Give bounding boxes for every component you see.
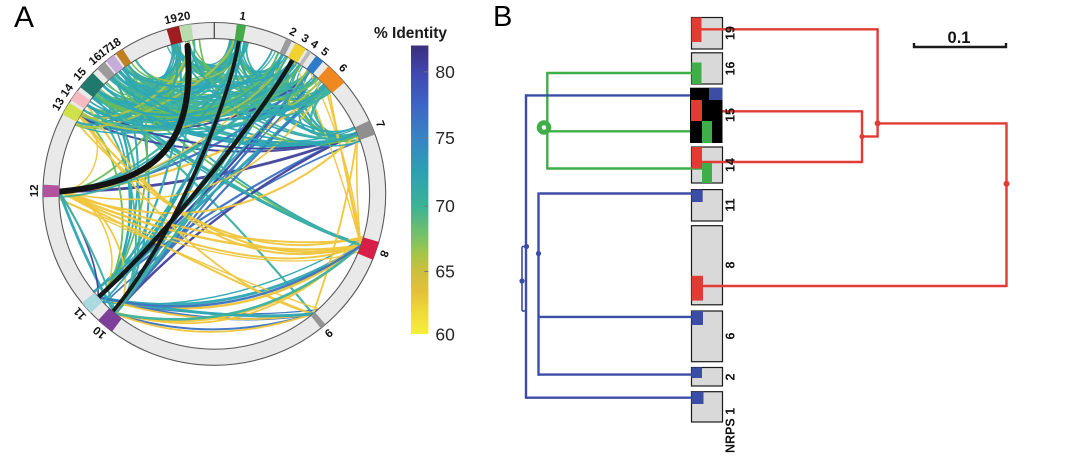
svg-text:19: 19 [723,26,737,40]
svg-text:75: 75 [435,128,454,148]
svg-text:2: 2 [287,26,298,40]
svg-text:11: 11 [723,198,737,211]
svg-text:1: 1 [239,10,248,23]
svg-text:15: 15 [723,108,737,122]
svg-text:6: 6 [723,332,737,339]
svg-text:% Identity: % Identity [374,25,447,42]
svg-text:A: A [14,1,34,34]
svg-text:80: 80 [435,62,455,82]
svg-text:2: 2 [723,373,737,380]
svg-text:0.1: 0.1 [948,29,971,47]
svg-text:14: 14 [723,158,737,172]
svg-text:12: 12 [29,184,41,197]
svg-text:NRPS 1: NRPS 1 [723,408,737,453]
svg-text:16: 16 [723,62,737,76]
svg-text:70: 70 [435,196,455,216]
svg-text:B: B [493,1,512,33]
svg-text:8: 8 [723,261,737,268]
svg-text:65: 65 [435,262,454,282]
svg-text:60: 60 [435,325,455,345]
svg-text:20: 20 [177,10,192,24]
svg-text:7: 7 [373,119,387,130]
svg-text:3: 3 [299,32,311,46]
svg-text:8: 8 [377,248,391,259]
svg-text:19: 19 [163,12,178,27]
svg-text:13: 13 [50,96,67,113]
